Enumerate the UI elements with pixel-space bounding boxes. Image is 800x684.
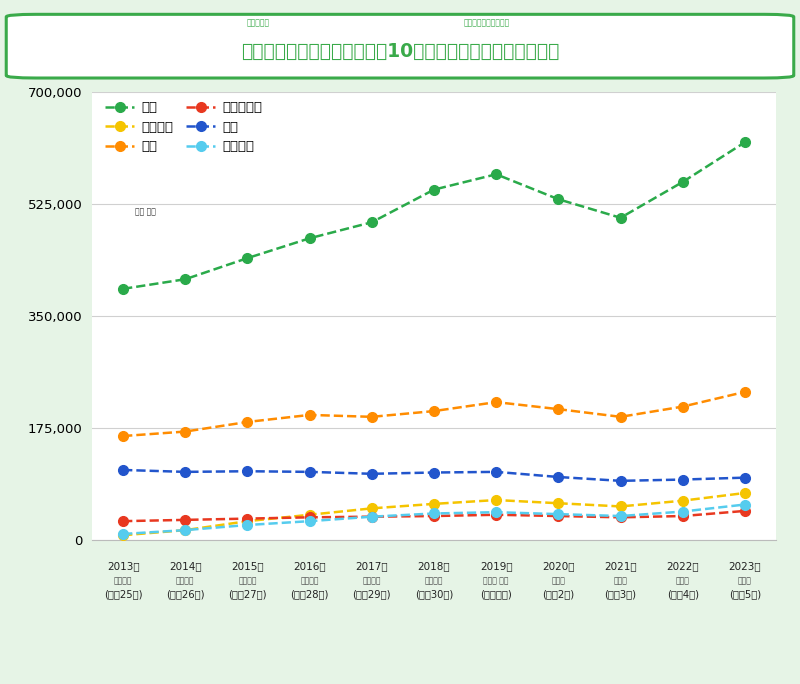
Text: (令和3年): (令和3年) bbox=[605, 590, 637, 600]
Legend: 総数, ベトナム, 中国, フィリピン, 韓国, ネパール: 総数, ベトナム, 中国, フィリピン, 韓国, ネパール bbox=[106, 101, 262, 153]
Text: 2022年: 2022年 bbox=[666, 561, 699, 571]
Text: へいせい: へいせい bbox=[114, 576, 132, 585]
Text: へいせい: へいせい bbox=[300, 576, 319, 585]
Text: へいせい: へいせい bbox=[362, 576, 381, 585]
Text: へいせい: へいせい bbox=[425, 576, 443, 585]
Text: (平成27年): (平成27年) bbox=[228, 590, 266, 600]
Text: 東京都内に在住する外国人の10年間での増加（上位５か国）: 東京都内に在住する外国人の10年間での増加（上位５か国） bbox=[241, 42, 559, 61]
Text: 2019年: 2019年 bbox=[480, 561, 513, 571]
Text: (平成29年): (平成29年) bbox=[353, 590, 391, 600]
Text: (令和4年): (令和4年) bbox=[666, 590, 698, 600]
Text: れいわ: れいわ bbox=[676, 576, 690, 585]
Text: へいせい: へいせい bbox=[238, 576, 257, 585]
Text: (令和元年): (令和元年) bbox=[480, 590, 512, 600]
Text: 2017年: 2017年 bbox=[355, 561, 388, 571]
Text: (平成28年): (平成28年) bbox=[290, 590, 329, 600]
Text: 2014年: 2014年 bbox=[169, 561, 202, 571]
Text: (平成30年): (平成30年) bbox=[415, 590, 453, 600]
Text: 2015年: 2015年 bbox=[231, 561, 264, 571]
Text: 2018年: 2018年 bbox=[418, 561, 450, 571]
Text: 2013年: 2013年 bbox=[106, 561, 139, 571]
Text: れいわ: れいわ bbox=[551, 576, 566, 585]
Text: へいせい: へいせい bbox=[176, 576, 194, 585]
Text: れいわ: れいわ bbox=[738, 576, 752, 585]
Text: (令和5年): (令和5年) bbox=[729, 590, 761, 600]
Text: 2021年: 2021年 bbox=[604, 561, 637, 571]
Text: (令和2年): (令和2年) bbox=[542, 590, 574, 600]
Text: ざいじゅう: ざいじゅう bbox=[246, 18, 270, 27]
FancyBboxPatch shape bbox=[6, 14, 794, 78]
Text: 2020年: 2020年 bbox=[542, 561, 574, 571]
Text: かん こく: かん こく bbox=[135, 207, 156, 216]
Text: (平成25年): (平成25年) bbox=[104, 590, 142, 600]
Text: 2023年: 2023年 bbox=[729, 561, 762, 571]
Text: たいわ がん: たいわ がん bbox=[483, 576, 509, 585]
Text: 2016年: 2016年 bbox=[294, 561, 326, 571]
Text: (平成26年): (平成26年) bbox=[166, 590, 205, 600]
Text: ぞう　か　　じょうい: ぞう か じょうい bbox=[464, 18, 510, 27]
Text: れいわ: れいわ bbox=[614, 576, 627, 585]
